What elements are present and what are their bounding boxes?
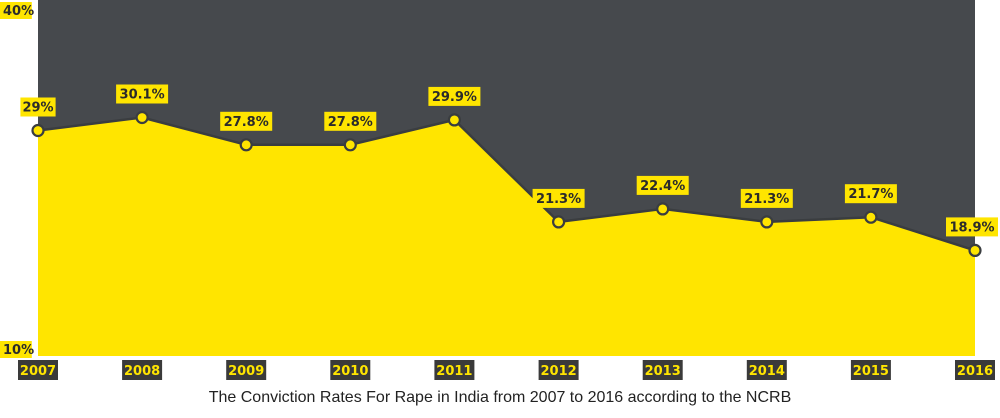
series-area xyxy=(38,117,975,356)
data-point xyxy=(447,113,461,127)
x-tick-label: 2010 xyxy=(330,360,371,380)
svg-text:2009: 2009 xyxy=(228,364,264,379)
data-label: 27.8% xyxy=(220,111,273,131)
data-point xyxy=(239,138,253,152)
svg-text:40%: 40% xyxy=(3,4,34,19)
svg-text:29.9%: 29.9% xyxy=(432,90,477,105)
svg-text:21.7%: 21.7% xyxy=(848,187,893,202)
x-tick-label: 2009 xyxy=(226,360,267,380)
svg-text:29%: 29% xyxy=(22,101,53,116)
x-tick-label: 2015 xyxy=(850,360,891,380)
svg-text:2007: 2007 xyxy=(20,364,56,379)
svg-text:2011: 2011 xyxy=(436,364,472,379)
svg-text:10%: 10% xyxy=(3,343,34,358)
data-label: 21.3% xyxy=(532,188,585,208)
x-tick-label: 2013 xyxy=(642,360,683,380)
data-point xyxy=(135,110,149,125)
data-point xyxy=(760,215,774,229)
x-tick-label: 2014 xyxy=(746,360,787,380)
svg-text:18.9%: 18.9% xyxy=(949,220,994,235)
data-point xyxy=(343,138,357,152)
svg-text:27.8%: 27.8% xyxy=(224,115,269,130)
data-label: 29% xyxy=(20,97,56,117)
svg-text:27.8%: 27.8% xyxy=(328,115,373,130)
x-tick-label: 2012 xyxy=(538,360,579,380)
svg-text:2013: 2013 xyxy=(645,364,681,379)
x-tick-label: 2011 xyxy=(434,360,475,380)
svg-text:21.3%: 21.3% xyxy=(536,192,581,207)
x-tick-label: 2016 xyxy=(955,360,995,380)
y-tick-label-max: 40% xyxy=(0,2,34,19)
x-tick-label: 2008 xyxy=(122,360,163,380)
data-label: 21.7% xyxy=(844,184,897,204)
data-point xyxy=(656,202,670,216)
svg-text:21.3%: 21.3% xyxy=(744,192,789,207)
svg-text:2014: 2014 xyxy=(749,364,785,379)
data-label: 29.9% xyxy=(428,86,481,106)
conviction-rate-area-chart: 40% 10% 29% 30.1% 27.8% 27.8% 29.9% 21.3% 22.4% 2… xyxy=(0,0,998,380)
data-point xyxy=(31,123,45,138)
svg-text:22.4%: 22.4% xyxy=(640,179,685,194)
x-tick-label: 2007 xyxy=(18,360,58,380)
data-label: 27.8% xyxy=(324,111,377,131)
data-point xyxy=(551,215,566,229)
chart-caption: The Conviction Rates For Rape in India f… xyxy=(208,389,792,406)
data-label: 18.9% xyxy=(946,217,998,237)
series-line xyxy=(37,116,976,252)
data-label: 21.3% xyxy=(740,188,793,208)
svg-text:2015: 2015 xyxy=(853,364,889,379)
data-label: 22.4% xyxy=(636,175,689,195)
y-tick-label-min: 10% xyxy=(0,341,34,358)
data-point xyxy=(864,210,878,224)
data-label: 30.1% xyxy=(116,84,169,104)
svg-text:30.1%: 30.1% xyxy=(120,88,165,103)
svg-text:2008: 2008 xyxy=(124,364,160,379)
svg-text:2012: 2012 xyxy=(541,364,577,379)
svg-text:2010: 2010 xyxy=(332,364,368,379)
data-point xyxy=(968,243,982,257)
svg-text:2016: 2016 xyxy=(957,364,993,379)
